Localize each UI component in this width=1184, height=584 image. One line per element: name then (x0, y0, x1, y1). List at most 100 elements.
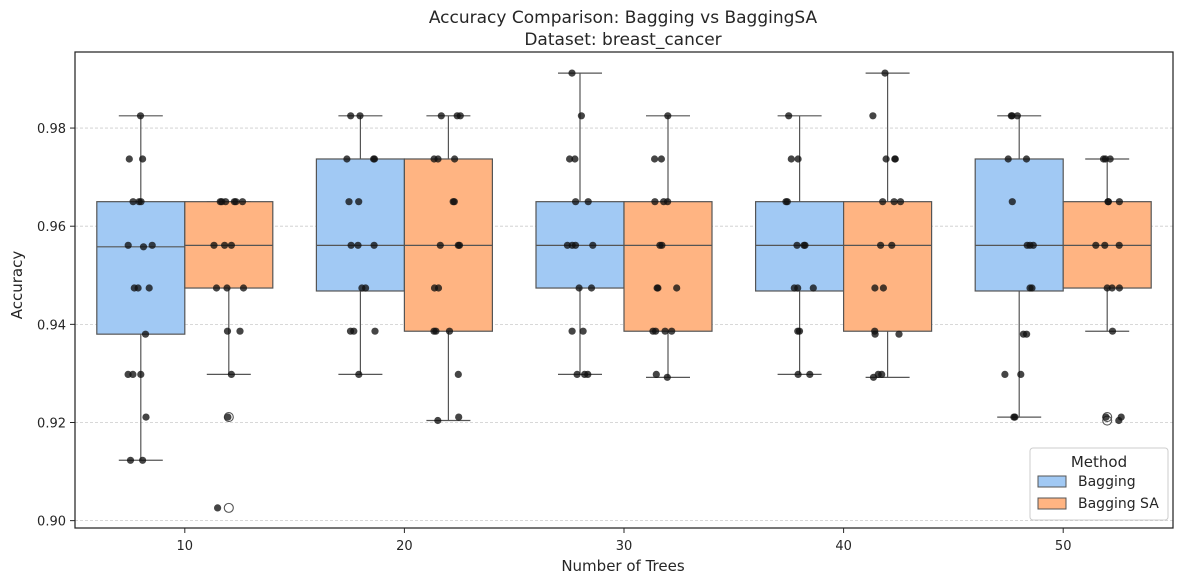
data-point (224, 413, 232, 421)
data-point (355, 370, 363, 378)
data-point (869, 112, 877, 120)
x-axis-label: Number of Trees (561, 557, 685, 575)
legend-label-bagging-sa: Bagging SA (1078, 496, 1159, 512)
x-tick-label: 40 (835, 539, 852, 554)
data-point (139, 243, 148, 251)
data-point (890, 198, 898, 206)
data-point (782, 198, 790, 206)
data-point (1104, 198, 1112, 206)
data-point (370, 155, 379, 163)
data-point (456, 112, 464, 120)
data-point (145, 284, 153, 292)
data-point (449, 198, 457, 206)
data-point (221, 241, 229, 249)
y-tick-label: 0.96 (37, 220, 66, 235)
data-point (430, 284, 439, 292)
outlier (223, 502, 234, 513)
x-tick-label: 20 (396, 539, 413, 554)
data-point (370, 241, 378, 249)
data-point (142, 413, 150, 421)
box-body (974, 158, 1064, 292)
data-point (895, 330, 903, 338)
data-point (436, 241, 444, 249)
data-point (1013, 112, 1022, 120)
data-point (794, 370, 802, 378)
data-point (1019, 330, 1027, 338)
data-point (1115, 416, 1123, 425)
data-point (227, 241, 235, 249)
data-point (566, 155, 574, 163)
data-point (125, 155, 133, 163)
data-point (223, 284, 231, 292)
data-point (794, 284, 802, 292)
box-body (623, 201, 713, 332)
x-axis: 10 20 30 40 50 (177, 528, 1072, 554)
x-tick-label: 50 (1055, 539, 1072, 554)
data-point (239, 284, 248, 292)
data-point (430, 327, 438, 335)
data-point (806, 370, 814, 378)
box-bagging-20 (315, 115, 405, 376)
data-point (139, 456, 147, 464)
data-point (568, 241, 576, 249)
data-point (1099, 155, 1108, 163)
data-point (1011, 413, 1019, 421)
data-point (871, 327, 879, 335)
data-point (1115, 284, 1123, 292)
data-point (454, 370, 462, 378)
data-point (793, 241, 801, 249)
data-point (346, 327, 355, 335)
data-point (577, 112, 586, 120)
data-point (232, 198, 240, 206)
data-point (668, 327, 676, 335)
data-point (794, 155, 802, 163)
box-body (315, 158, 405, 292)
y-axis: 0.90 0.92 0.94 0.96 0.98 (37, 122, 75, 530)
data-point (664, 112, 672, 120)
data-point (1022, 155, 1031, 163)
data-point (124, 241, 132, 249)
data-point (434, 155, 442, 163)
x-tick-label: 30 (616, 539, 633, 554)
y-axis-label: Accuracy (8, 251, 26, 320)
box-bagging-50 (974, 115, 1064, 418)
y-tick-label: 0.92 (37, 416, 66, 431)
data-point (651, 198, 659, 206)
data-point (445, 327, 454, 335)
y-tick-label: 0.90 (37, 515, 66, 530)
data-point (572, 198, 580, 206)
data-point (879, 284, 888, 292)
data-point (129, 198, 137, 206)
data-point (869, 373, 878, 381)
data-point (137, 198, 145, 206)
data-point (148, 241, 156, 249)
data-point (218, 198, 226, 206)
data-point (1007, 112, 1015, 120)
data-point (658, 241, 666, 249)
data-point (794, 327, 802, 335)
data-point (660, 198, 668, 206)
data-point (652, 370, 660, 378)
box-body (842, 201, 933, 332)
data-point (238, 198, 247, 206)
legend: Method Bagging Bagging SA (1029, 447, 1169, 521)
chart-subtitle: Dataset: breast_cancer (524, 30, 721, 50)
data-point (126, 456, 135, 464)
data-point (362, 284, 370, 292)
x-tick-label: 10 (177, 539, 194, 554)
box-layer (96, 72, 1152, 513)
data-point (354, 241, 362, 249)
data-point (223, 327, 232, 335)
legend-swatch-bagging-sa (1037, 497, 1067, 510)
data-point (568, 69, 576, 77)
data-point (568, 327, 576, 335)
data-point (809, 284, 817, 292)
data-point (210, 241, 218, 249)
data-point (800, 241, 808, 249)
data-point (347, 241, 355, 249)
data-point (581, 370, 589, 378)
data-point (1108, 327, 1117, 335)
data-point (571, 155, 579, 163)
data-point (1029, 241, 1037, 249)
data-point (236, 327, 244, 335)
